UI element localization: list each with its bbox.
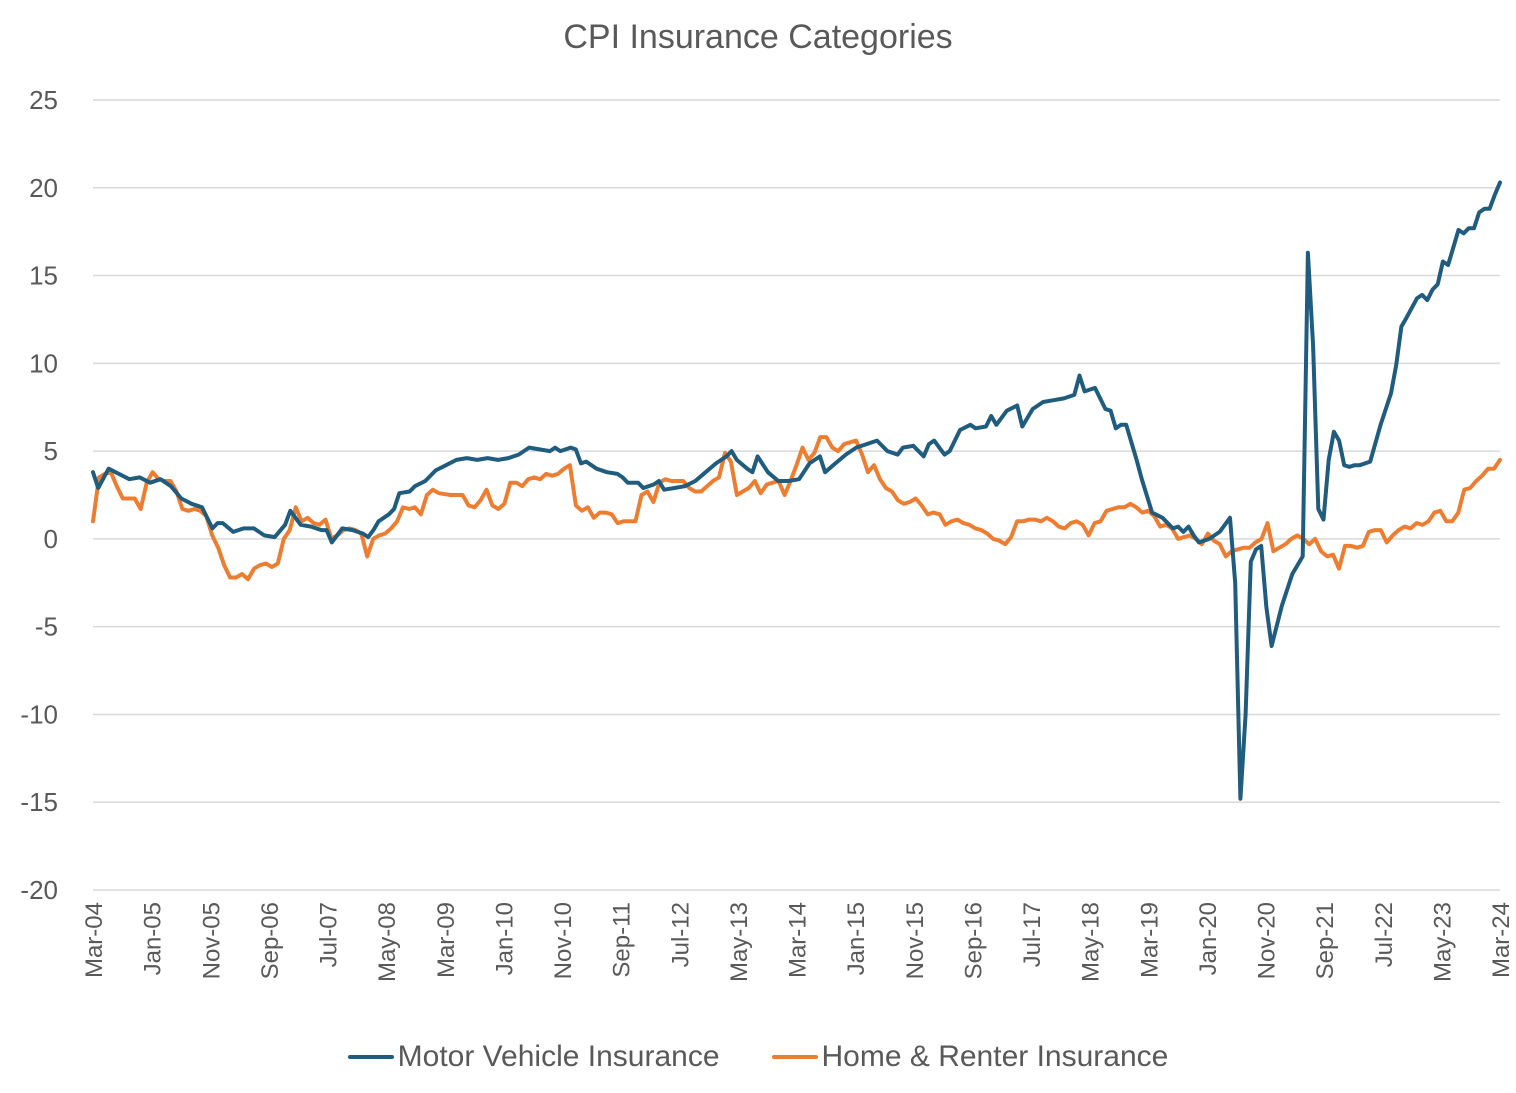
x-tick-label: Sep-16	[960, 902, 987, 979]
x-tick-label: Jul-12	[667, 902, 694, 967]
x-tick-label: Mar-24	[1488, 902, 1515, 978]
series-lines	[91, 180, 1502, 801]
y-tick-label: 0	[44, 524, 58, 554]
y-tick-label: 15	[29, 261, 58, 291]
legend-swatch-home-renter	[771, 1055, 818, 1059]
x-tick-label: Jul-07	[316, 902, 343, 967]
series-line-motor-vehicle	[91, 180, 1502, 801]
legend-item-motor-vehicle[interactable]: Motor Vehicle Insurance	[347, 1040, 720, 1074]
x-tick-label: Jan-05	[140, 902, 167, 975]
legend-label-home-renter: Home & Renter Insurance	[821, 1040, 1169, 1073]
series-line-home-renter	[91, 435, 1502, 582]
y-tick-label: 10	[29, 348, 58, 378]
x-tick-label: Mar-19	[1136, 902, 1163, 978]
x-tick-label: Mar-14	[785, 902, 812, 978]
gridlines	[93, 99, 1500, 891]
y-tick-label: -15	[20, 787, 58, 817]
y-tick-label: -20	[20, 875, 58, 905]
x-tick-label: Nov-10	[550, 902, 577, 979]
y-tick-label: 20	[29, 173, 58, 203]
x-tick-label: Sep-21	[1312, 902, 1339, 979]
x-tick-label: Sep-11	[609, 902, 636, 978]
x-tick-label: Jan-15	[843, 902, 870, 975]
legend-label-motor-vehicle: Motor Vehicle Insurance	[397, 1040, 720, 1073]
y-tick-label: -10	[20, 699, 58, 729]
x-tick-label: May-13	[726, 902, 753, 982]
x-tick-label: Mar-09	[433, 902, 460, 978]
chart-title: CPI Insurance Categories	[563, 18, 953, 56]
y-tick-label: 5	[44, 436, 58, 466]
x-axis-ticks: Mar-04 Jan-05 Nov-05 Sep-06 Jul-07 May-08 Mar-…	[81, 902, 1515, 982]
x-tick-label: Sep-06	[257, 902, 284, 979]
x-tick-label: May-08	[374, 902, 401, 982]
legend: Motor Vehicle Insurance Home & Renter In…	[0, 1040, 1516, 1074]
y-tick-label: 25	[29, 85, 58, 115]
x-tick-label: Jan-10	[491, 902, 518, 975]
legend-item-home-renter[interactable]: Home & Renter Insurance	[771, 1040, 1169, 1074]
y-axis-ticks: 25 20 15 10 5 0 -5 -10 -15 -20	[20, 85, 58, 905]
x-tick-label: Jan-20	[1195, 902, 1222, 975]
x-tick-label: Nov-05	[198, 902, 225, 979]
x-tick-label: May-18	[1078, 902, 1105, 982]
x-tick-label: Jul-22	[1371, 902, 1398, 967]
y-tick-label: -5	[35, 612, 58, 642]
x-tick-label: Mar-04	[81, 902, 108, 978]
x-tick-label: Nov-20	[1254, 902, 1281, 979]
x-tick-label: Nov-15	[902, 902, 929, 979]
x-tick-label: Jul-17	[1019, 902, 1046, 967]
legend-swatch-motor-vehicle	[347, 1055, 394, 1059]
x-tick-label: May-23	[1429, 902, 1456, 982]
